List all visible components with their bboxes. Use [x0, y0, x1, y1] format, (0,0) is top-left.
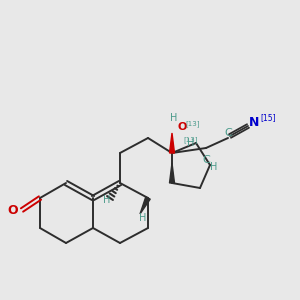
Text: O: O: [8, 203, 18, 217]
Text: C: C: [224, 128, 232, 138]
Text: O: O: [178, 122, 188, 132]
Text: [15]: [15]: [260, 113, 276, 122]
Text: C: C: [202, 155, 210, 165]
Polygon shape: [140, 197, 150, 214]
Text: H: H: [170, 113, 178, 123]
Text: H: H: [139, 213, 147, 223]
Text: [13]: [13]: [184, 136, 198, 143]
Text: H: H: [187, 138, 195, 148]
Text: N: N: [249, 116, 260, 128]
Text: H: H: [103, 195, 111, 205]
Polygon shape: [169, 163, 175, 183]
Polygon shape: [169, 133, 175, 153]
Text: H: H: [210, 162, 218, 172]
Text: [13]: [13]: [185, 121, 200, 128]
